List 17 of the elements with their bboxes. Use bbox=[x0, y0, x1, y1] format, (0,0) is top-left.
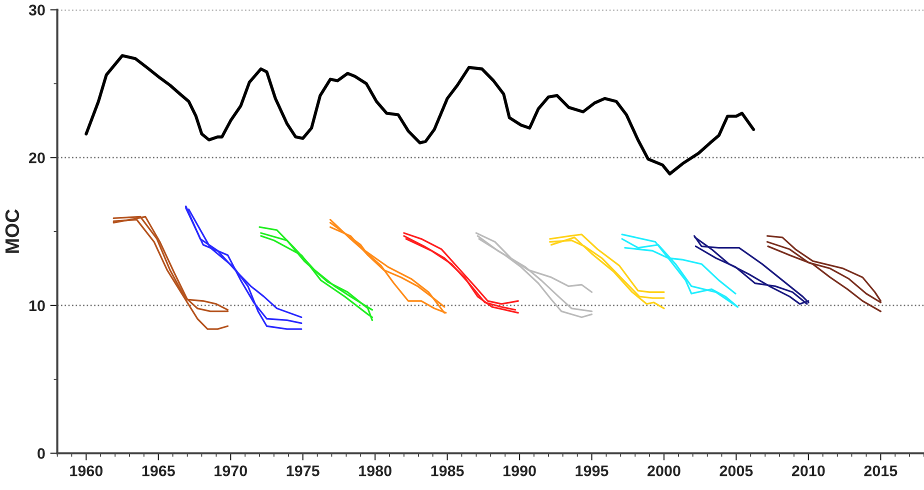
x-tick-label: 1985 bbox=[431, 465, 464, 476]
x-tick-label: 1970 bbox=[214, 465, 247, 476]
x-tick-label: 1960 bbox=[70, 465, 103, 476]
x-tick-label: 1980 bbox=[359, 465, 392, 476]
x-tick-label: 1975 bbox=[286, 465, 320, 476]
y-tick-label: 30 bbox=[28, 4, 45, 16]
y-axis-title: MOC bbox=[5, 209, 20, 253]
x-tick-label: 1965 bbox=[142, 465, 175, 476]
x-tick-label: 2000 bbox=[648, 465, 680, 476]
y-tick-label: 20 bbox=[29, 152, 45, 164]
x-tick-label: 2005 bbox=[720, 465, 753, 476]
x-tick-label: 2010 bbox=[792, 465, 825, 476]
x-tick-label: 1990 bbox=[504, 465, 536, 476]
x-tick-label: 1995 bbox=[576, 465, 608, 476]
y-tick-label: 10 bbox=[29, 300, 45, 312]
x-tick-label: 2015 bbox=[864, 465, 898, 476]
y-tick-label: 0 bbox=[38, 448, 45, 459]
